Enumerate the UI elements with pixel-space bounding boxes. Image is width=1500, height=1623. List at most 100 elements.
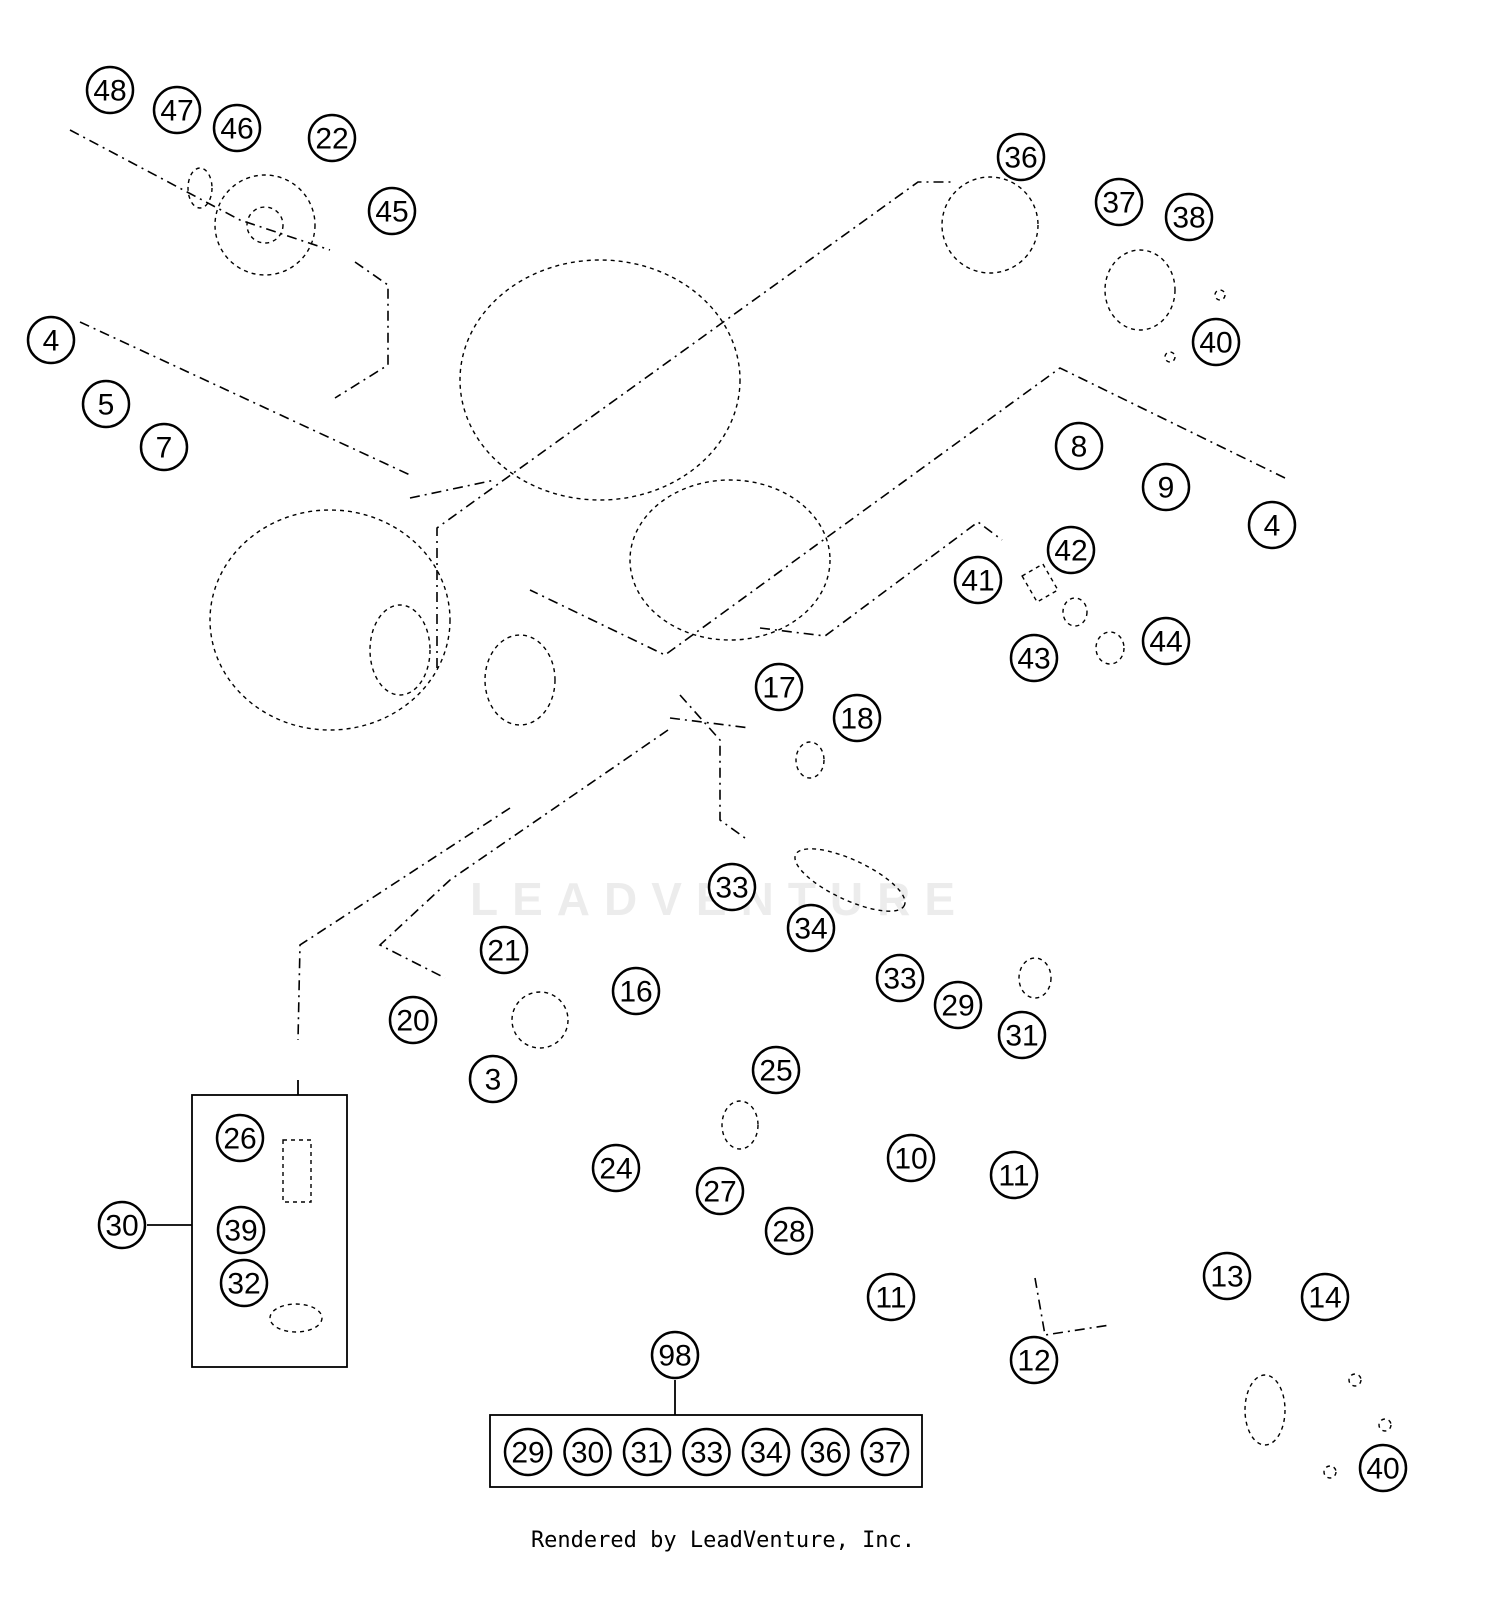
callout-20[interactable]: 20	[388, 995, 438, 1045]
callout-11[interactable]: 11	[866, 1272, 916, 1322]
callout-label: 36	[1004, 142, 1037, 175]
callout-circle	[563, 1427, 612, 1477]
callout-label: 29	[941, 990, 974, 1023]
callout-16[interactable]: 16	[611, 966, 661, 1016]
callout-31[interactable]: 31	[997, 1010, 1047, 1060]
callout-34[interactable]: 34	[786, 903, 836, 953]
callout-30[interactable]: 30	[97, 1200, 147, 1250]
callout-circle	[219, 1258, 269, 1308]
callout-26[interactable]: 26	[215, 1113, 265, 1163]
callout-circle	[215, 1113, 265, 1163]
callout-9[interactable]: 9	[1141, 462, 1191, 512]
callout-36[interactable]: 36	[996, 132, 1046, 182]
callout-36[interactable]: 36	[801, 1427, 850, 1477]
callout-21[interactable]: 21	[479, 925, 529, 975]
callout-label: 33	[715, 872, 748, 905]
callout-label: 14	[1308, 1282, 1341, 1315]
callout-25[interactable]: 25	[751, 1045, 801, 1095]
callout-label: 13	[1210, 1261, 1243, 1294]
callout-24[interactable]: 24	[591, 1143, 641, 1193]
callout-label: 31	[630, 1437, 663, 1470]
callout-37[interactable]: 37	[860, 1427, 910, 1477]
callout-5[interactable]: 5	[81, 379, 131, 429]
callout-22[interactable]: 22	[307, 113, 357, 163]
callout-label: 10	[894, 1143, 927, 1176]
callout-43[interactable]: 43	[1009, 633, 1059, 683]
callout-label: 28	[772, 1216, 805, 1249]
callout-circle	[650, 1330, 700, 1380]
callout-3[interactable]: 3	[468, 1054, 518, 1104]
callout-label: 31	[1005, 1020, 1038, 1053]
callout-10[interactable]: 10	[886, 1133, 936, 1183]
callout-4[interactable]: 4	[1247, 500, 1297, 550]
callout-18[interactable]: 18	[832, 693, 882, 743]
callout-39[interactable]: 39	[216, 1205, 266, 1255]
callout-circle	[97, 1200, 147, 1250]
callout-17[interactable]: 17	[754, 662, 804, 712]
kit-98-items: 29 30 31 33 34 36 37	[503, 1427, 910, 1477]
callout-14[interactable]: 14	[1300, 1272, 1350, 1322]
callout-circle	[707, 862, 757, 912]
callout-11[interactable]: 11	[989, 1150, 1039, 1200]
callout-label: 9	[1158, 472, 1175, 505]
callout-38[interactable]: 38	[1164, 192, 1214, 242]
callout-28[interactable]: 28	[764, 1206, 814, 1256]
callout-40[interactable]: 40	[1191, 317, 1241, 367]
callout-circle	[996, 132, 1046, 182]
callout-40[interactable]: 40	[1358, 1443, 1408, 1493]
callout-8[interactable]: 8	[1054, 421, 1104, 471]
callout-34[interactable]: 34	[741, 1427, 791, 1477]
callout-circle	[1202, 1251, 1252, 1301]
callout-33[interactable]: 33	[707, 862, 757, 912]
callout-12[interactable]: 12	[1009, 1335, 1059, 1385]
callout-33[interactable]: 33	[875, 953, 925, 1003]
callout-30[interactable]: 30	[563, 1427, 612, 1477]
callout-46[interactable]: 46	[212, 103, 262, 153]
callout-label: 30	[571, 1437, 604, 1470]
callout-31[interactable]: 31	[622, 1427, 672, 1477]
callout-27[interactable]: 27	[695, 1166, 745, 1216]
callout-48[interactable]: 48	[85, 65, 135, 115]
callout-37[interactable]: 37	[1094, 177, 1144, 227]
callout-7[interactable]: 7	[139, 422, 189, 472]
callout-circle	[832, 693, 882, 743]
callout-circle	[26, 315, 76, 365]
callout-29[interactable]: 29	[503, 1427, 553, 1477]
callout-label: 16	[619, 976, 652, 1009]
callout-label: 18	[840, 703, 873, 736]
callout-label: 40	[1199, 327, 1232, 360]
callout-32[interactable]: 32	[219, 1258, 269, 1308]
callout-label: 30	[105, 1210, 138, 1243]
callout-42[interactable]: 42	[1046, 525, 1096, 575]
group-30-box	[191, 1094, 348, 1368]
callout-circle	[754, 662, 804, 712]
kit-98-box	[489, 1414, 923, 1488]
callout-label: 11	[998, 1160, 1029, 1193]
callout-label: 47	[160, 95, 193, 128]
callout-circle	[997, 1010, 1047, 1060]
callout-41[interactable]: 41	[953, 555, 1003, 605]
callout-47[interactable]: 47	[152, 85, 202, 135]
callout-circle	[1009, 1335, 1059, 1385]
callout-4[interactable]: 4	[26, 315, 76, 365]
callout-circle	[1094, 177, 1144, 227]
callout-circle	[989, 1150, 1039, 1200]
callout-circle	[1247, 500, 1297, 550]
callout-33[interactable]: 33	[682, 1427, 731, 1477]
callout-circle	[866, 1272, 916, 1322]
callout-circle	[786, 903, 836, 953]
callout-98[interactable]: 98	[650, 1330, 700, 1380]
callout-label: 39	[224, 1215, 257, 1248]
callout-label: 36	[809, 1437, 842, 1470]
callout-13[interactable]: 13	[1202, 1251, 1252, 1301]
callout-44[interactable]: 44	[1141, 616, 1191, 666]
callout-circle	[1054, 421, 1104, 471]
gear-22	[214, 174, 316, 276]
callout-45[interactable]: 45	[367, 186, 417, 236]
callout-label: 24	[599, 1153, 632, 1186]
callout-29[interactable]: 29	[933, 980, 983, 1030]
callout-circle	[1141, 616, 1191, 666]
callout-circle	[741, 1427, 791, 1477]
part-32	[269, 1303, 323, 1333]
